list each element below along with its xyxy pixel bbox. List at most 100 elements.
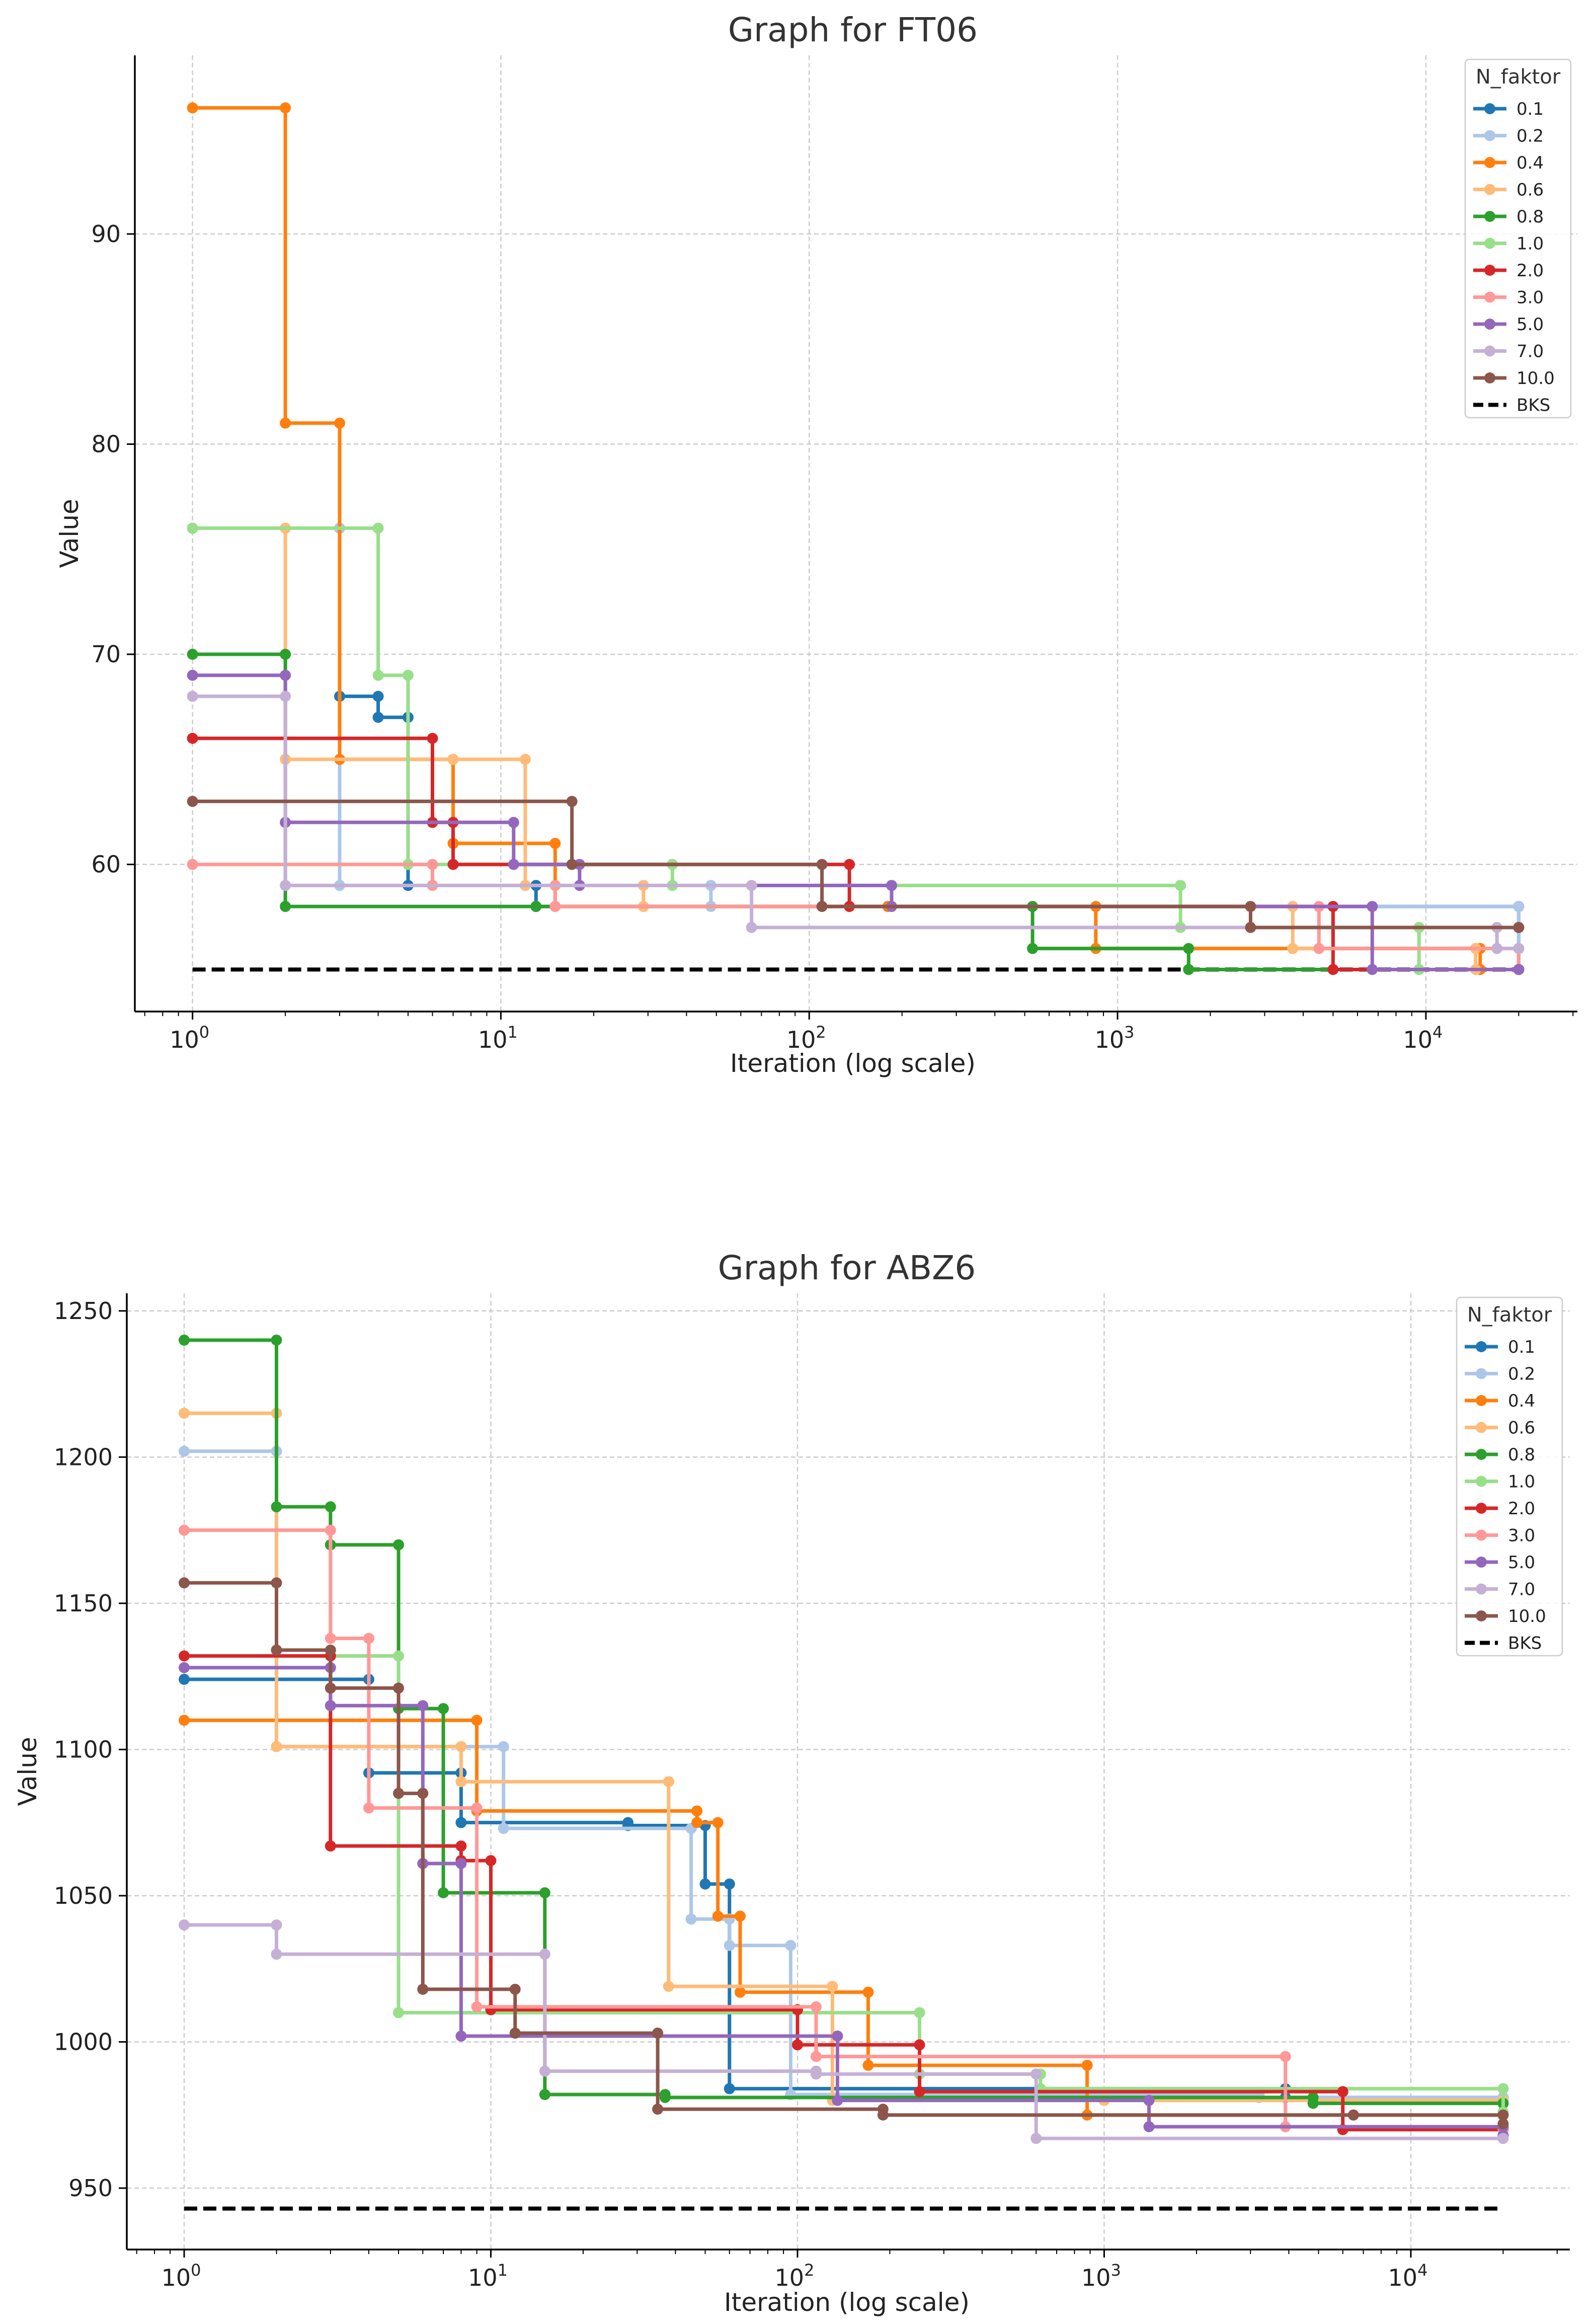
data-point: [271, 1577, 282, 1589]
legend: N_faktor 0.1 0.2 0.4 0.6 0.8 1.0 2.0 3.0 5.0 7.0 10…: [1456, 1296, 1563, 1657]
x-tick-label: 103: [1095, 1023, 1135, 1053]
data-point: [179, 1524, 190, 1536]
series-10.0: [179, 1577, 1509, 2130]
data-point: [1280, 2051, 1291, 2062]
legend-entry-bks: BKS: [1465, 1634, 1542, 1654]
legend-marker: [1476, 1529, 1487, 1541]
data-point: [325, 1700, 336, 1712]
data-point: [1175, 880, 1186, 891]
data-point: [471, 2001, 483, 2012]
legend-label: 0.8: [1517, 207, 1544, 227]
x-tick-label: 101: [478, 1023, 518, 1053]
legend: N_faktor 0.1 0.2 0.4 0.6 0.8 1.0 2.0 3.0 5.0 7.0 10…: [1464, 58, 1572, 419]
data-point: [455, 1858, 467, 1870]
data-point: [663, 1776, 674, 1788]
legend-marker: [1476, 1341, 1487, 1352]
legend-marker: [1476, 1557, 1487, 1568]
legend-label: 0.1: [1517, 99, 1544, 119]
legend-label: 0.6: [1517, 180, 1544, 200]
data-point: [1497, 2109, 1509, 2121]
data-point: [652, 2028, 664, 2039]
data-point: [827, 1981, 838, 1992]
data-point: [179, 1334, 190, 1346]
data-point: [455, 1776, 467, 1788]
legend-entry: 0.8: [1465, 1445, 1535, 1465]
legend-marker: [1476, 1395, 1487, 1406]
data-point: [724, 1878, 735, 1890]
legend-label: 0.8: [1508, 1445, 1535, 1465]
y-tick-label: 70: [91, 641, 121, 668]
data-point: [832, 2030, 843, 2042]
data-point: [1513, 901, 1525, 912]
data-point: [187, 796, 198, 807]
data-point: [455, 1840, 467, 1852]
series-0.4: [187, 102, 1525, 975]
x-tick-label: 104: [1388, 2261, 1428, 2291]
legend-marker: [1476, 1422, 1487, 1433]
data-point: [734, 1910, 746, 1922]
data-point: [1491, 943, 1503, 954]
data-point: [498, 1741, 509, 1752]
legend-label: 2.0: [1517, 261, 1544, 281]
legend-label: 0.4: [1508, 1391, 1535, 1411]
data-point: [438, 1887, 449, 1899]
data-point: [785, 1940, 796, 1951]
legend-label: 0.4: [1517, 153, 1544, 173]
legend-entry: 0.1: [1465, 1337, 1535, 1357]
chart-title: Graph for ABZ6: [718, 1249, 976, 1287]
series-line: [184, 1581, 1505, 2124]
data-point: [1367, 964, 1378, 975]
x-axis-label: Iteration (log scale): [724, 2288, 970, 2317]
data-point: [187, 733, 198, 744]
chart-title: Graph for FT06: [728, 11, 978, 49]
axes: 60 70 80 90 100 101 102 103 104: [91, 55, 1577, 1053]
y-tick-label: 90: [91, 220, 121, 248]
legend-entry: 1.0: [1465, 1472, 1535, 1492]
data-point: [810, 2065, 822, 2077]
y-tick-label: 1000: [54, 2028, 113, 2055]
data-point: [280, 690, 291, 702]
data-point: [179, 1673, 190, 1685]
data-point: [325, 1840, 336, 1852]
data-point: [509, 2028, 521, 2039]
legend-label: 10.0: [1517, 368, 1555, 389]
data-point: [271, 1501, 282, 1513]
data-point: [1245, 921, 1256, 933]
data-point: [393, 1539, 405, 1551]
data-point: [363, 1633, 374, 1644]
data-point: [485, 1855, 497, 1867]
legend-marker: [1484, 319, 1495, 330]
data-point: [724, 1940, 735, 1951]
data-point: [862, 2059, 874, 2071]
data-point: [1313, 943, 1325, 954]
data-point: [393, 1682, 405, 1694]
y-axis-label: Value: [55, 499, 84, 568]
legend-entry: 3.0: [1473, 288, 1544, 308]
data-point: [179, 1662, 190, 1673]
y-tick-label: 80: [91, 431, 121, 458]
data-point: [816, 859, 828, 870]
data-point: [832, 2095, 843, 2106]
data-point: [539, 2065, 550, 2077]
series-line: [184, 1718, 1503, 2117]
legend-label: 0.2: [1508, 1364, 1535, 1384]
legend-label: 0.6: [1508, 1418, 1535, 1438]
legend-marker: [1476, 1368, 1487, 1379]
data-point: [539, 1949, 550, 1960]
data-point: [280, 102, 291, 114]
legend-entry: 7.0: [1465, 1580, 1535, 1600]
data-point: [179, 1650, 190, 1662]
data-point: [325, 1644, 336, 1656]
data-point: [914, 2007, 925, 2019]
legend-entry: 0.4: [1473, 153, 1544, 173]
data-point: [427, 733, 438, 744]
data-point: [179, 1445, 190, 1457]
legend-entry: 7.0: [1473, 342, 1544, 362]
data-point: [810, 2051, 822, 2062]
data-point: [393, 1650, 405, 1662]
y-tick-label: 1200: [54, 1443, 113, 1470]
y-tick-label: 1100: [54, 1736, 113, 1763]
series-line: [184, 1654, 1503, 2132]
legend-label: 7.0: [1517, 342, 1544, 362]
